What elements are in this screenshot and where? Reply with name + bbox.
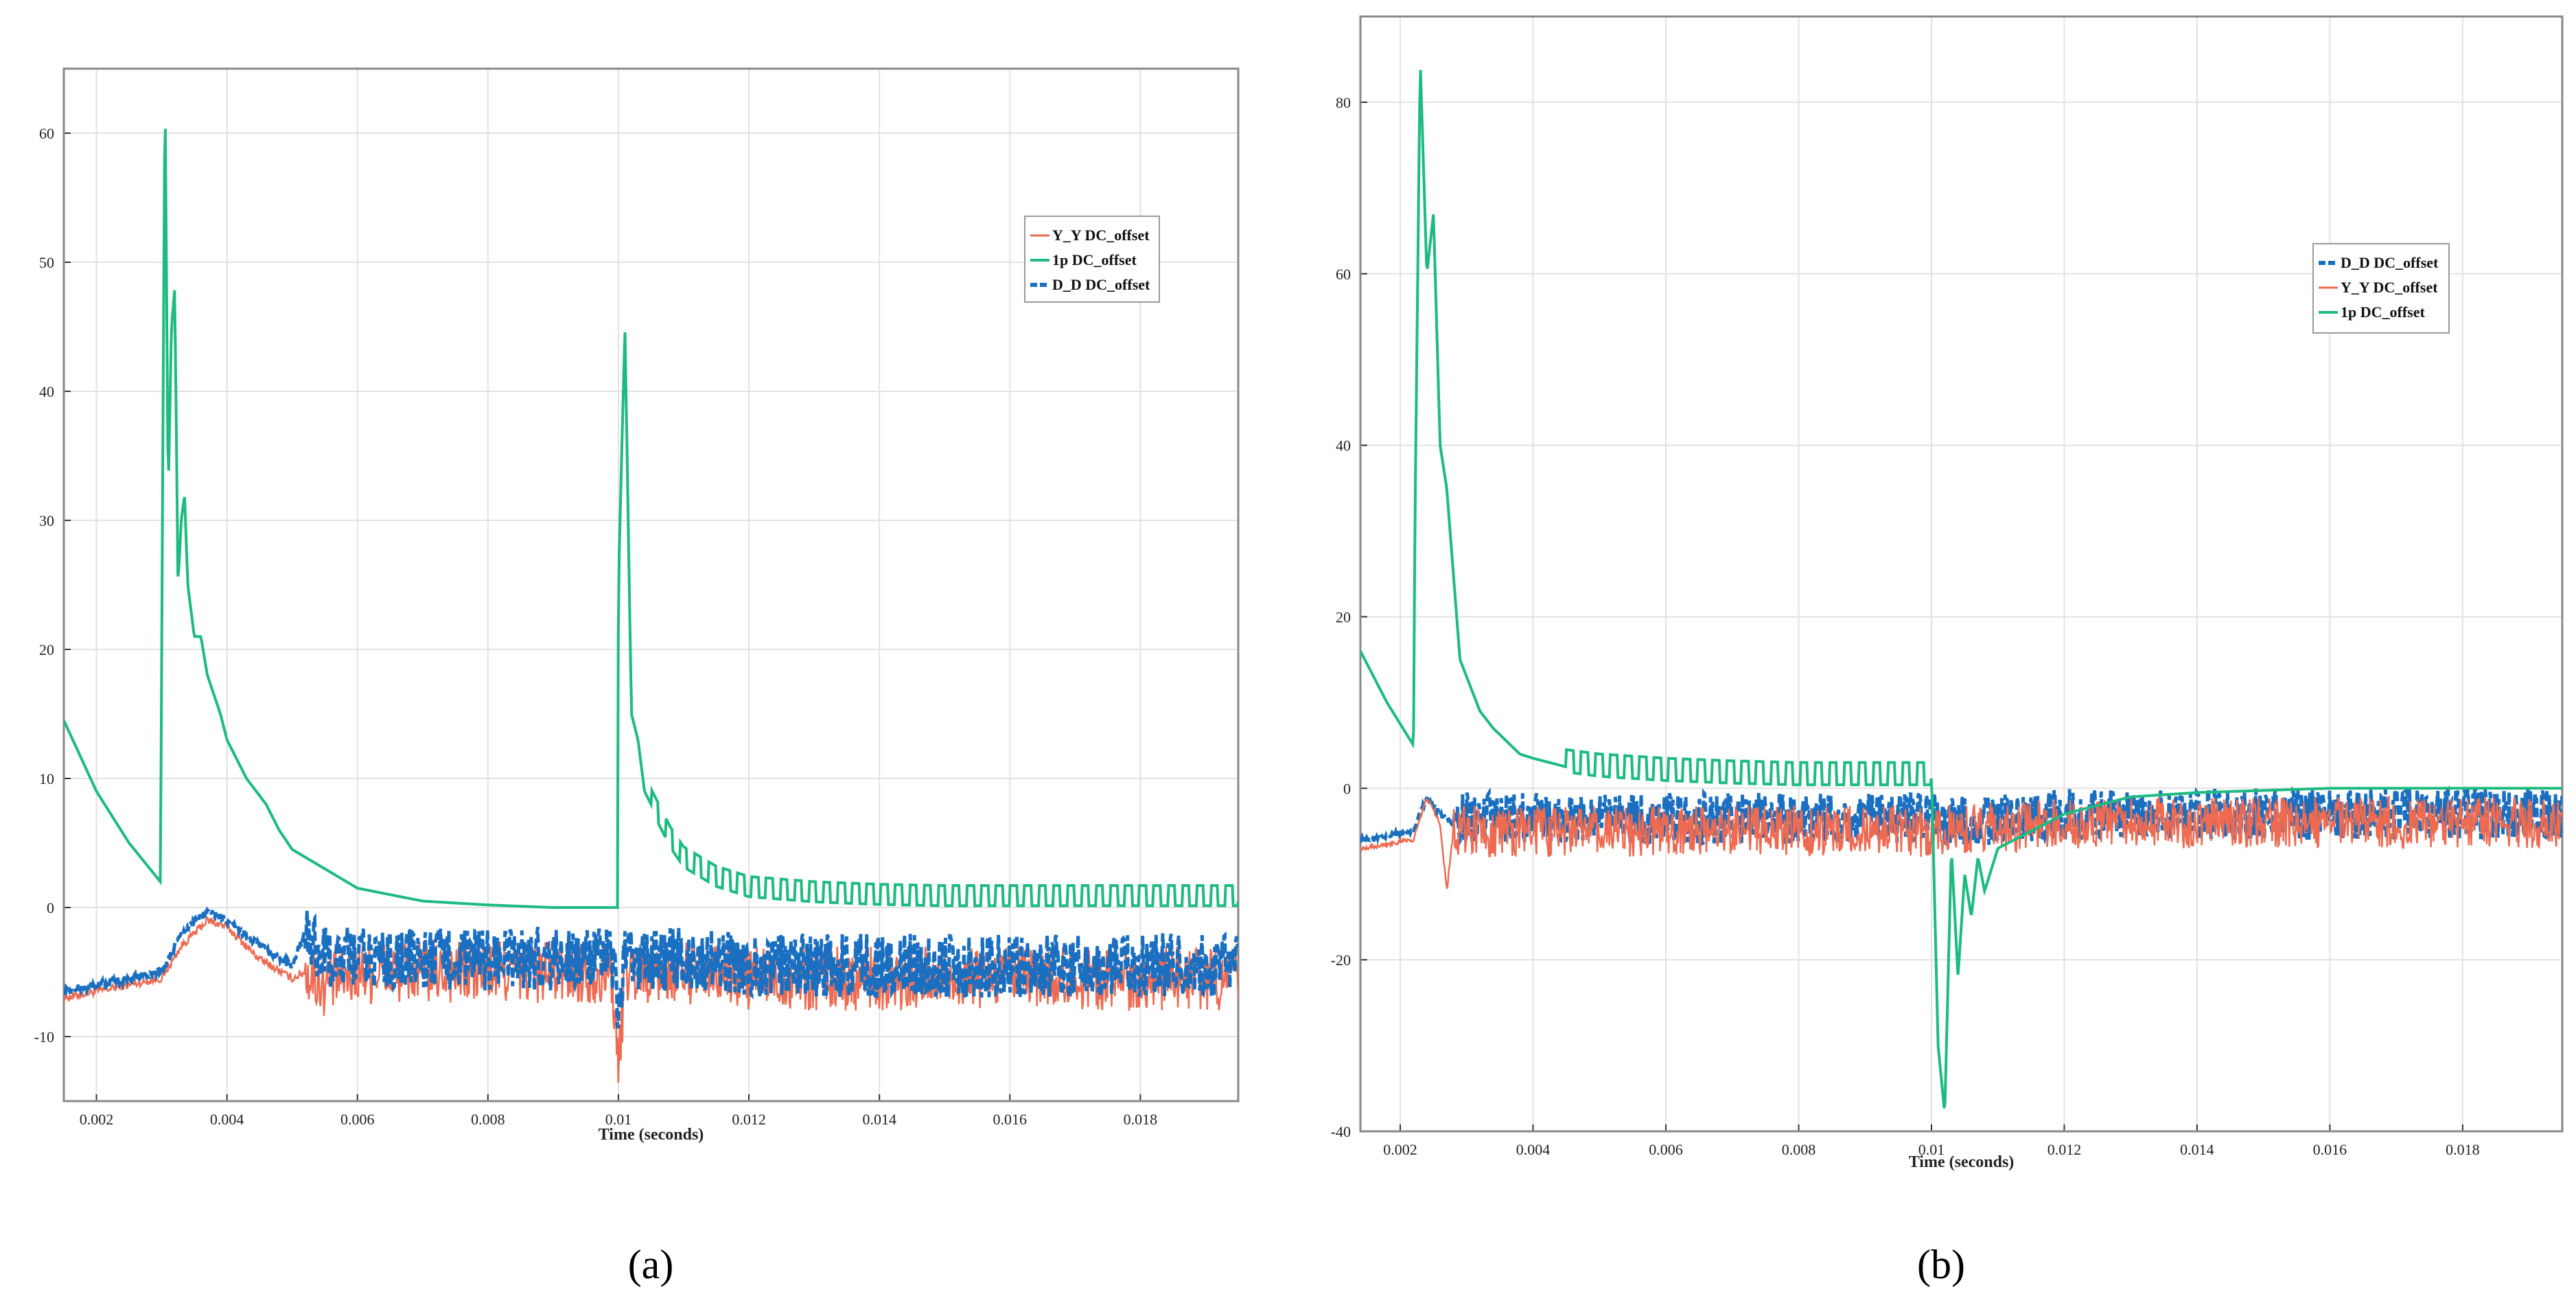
- x-tick-label: 0.01: [1918, 1141, 1945, 1158]
- x-tick-label: 0.01: [605, 1111, 632, 1128]
- x-tick-label: 0.002: [1383, 1141, 1417, 1158]
- panel-caption: (b): [1917, 1242, 1965, 1287]
- y-tick-label: -10: [34, 1028, 54, 1046]
- plot-frame: [62, 67, 1240, 1102]
- plot-frame: [1359, 15, 2564, 1133]
- x-tick-label: 0.016: [2313, 1141, 2347, 1158]
- legend-label-yy: Y_Y DC_offset: [1052, 227, 1150, 244]
- y-tick-label: -40: [1331, 1123, 1351, 1140]
- x-tick-label: 0.012: [732, 1111, 766, 1128]
- y-tick-label: 60: [39, 125, 54, 142]
- y-tick-label: 0: [47, 899, 54, 916]
- y-tick-label: 10: [39, 770, 54, 787]
- y-tick-label: 40: [39, 383, 54, 400]
- y-tick-label: 80: [1336, 94, 1351, 111]
- series-line-yy: [64, 916, 1238, 1083]
- chart-panel-b: 0.002 0.004 0.006 0.008 0.01 0.012 0.014 0.016 0…: [1331, 15, 2564, 1287]
- chart-panel-a: 0.002 0.004 0.006 0.008 0.01 0.012 0.014 0.016 0…: [34, 67, 1240, 1287]
- legend-label-p1: 1p DC_offset: [2341, 303, 2425, 321]
- y-tick-label: -20: [1331, 951, 1351, 969]
- x-tick-label: 0.014: [2180, 1141, 2214, 1158]
- x-tick-label: 0.004: [210, 1111, 244, 1128]
- x-axis-label: Time (seconds): [599, 1126, 704, 1144]
- legend-label-p1: 1p DC_offset: [1052, 251, 1137, 268]
- series-line-p1: [64, 128, 1238, 909]
- series-line-dd: [64, 906, 1238, 1029]
- series-line-p1: [1360, 70, 2562, 1109]
- y-tick-label: 20: [39, 641, 54, 658]
- x-tick-label: 0.014: [862, 1111, 896, 1128]
- y-tick-label: 40: [1336, 437, 1351, 454]
- legend: Y_Y DC_offset 1p DC_offset D_D DC_offset: [1024, 216, 1160, 303]
- x-tick-label: 0.002: [80, 1111, 114, 1128]
- y-tick-label: 0: [1343, 780, 1351, 797]
- x-tick-label: 0.012: [2047, 1141, 2082, 1158]
- x-tick-label: 0.016: [993, 1111, 1028, 1128]
- legend-label-dd: D_D DC_offset: [2341, 254, 2439, 271]
- x-tick-label: 0.004: [1516, 1141, 1551, 1158]
- x-tick-label: 0.006: [340, 1111, 375, 1128]
- x-tick-label: 0.008: [1782, 1141, 1816, 1158]
- x-tick-label: 0.018: [1124, 1111, 1158, 1128]
- x-axis-label: Time (seconds): [1909, 1153, 2015, 1171]
- legend: D_D DC_offset Y_Y DC_offset 1p DC_offset: [2312, 243, 2450, 334]
- x-tick-label: 0.006: [1649, 1141, 1683, 1158]
- panel-caption: (a): [628, 1242, 674, 1287]
- x-tick-label: 0.008: [471, 1111, 505, 1128]
- y-tick-label: 50: [39, 254, 54, 271]
- y-tick-label: 20: [1336, 608, 1351, 625]
- y-tick-label: 30: [39, 512, 54, 529]
- legend-label-yy: Y_Y DC_offset: [2341, 279, 2438, 296]
- series-line-yy: [1360, 795, 2562, 889]
- y-tick-label: 60: [1336, 266, 1351, 283]
- x-tick-label: 0.018: [2446, 1141, 2480, 1158]
- legend-label-dd: D_D DC_offset: [1052, 276, 1150, 293]
